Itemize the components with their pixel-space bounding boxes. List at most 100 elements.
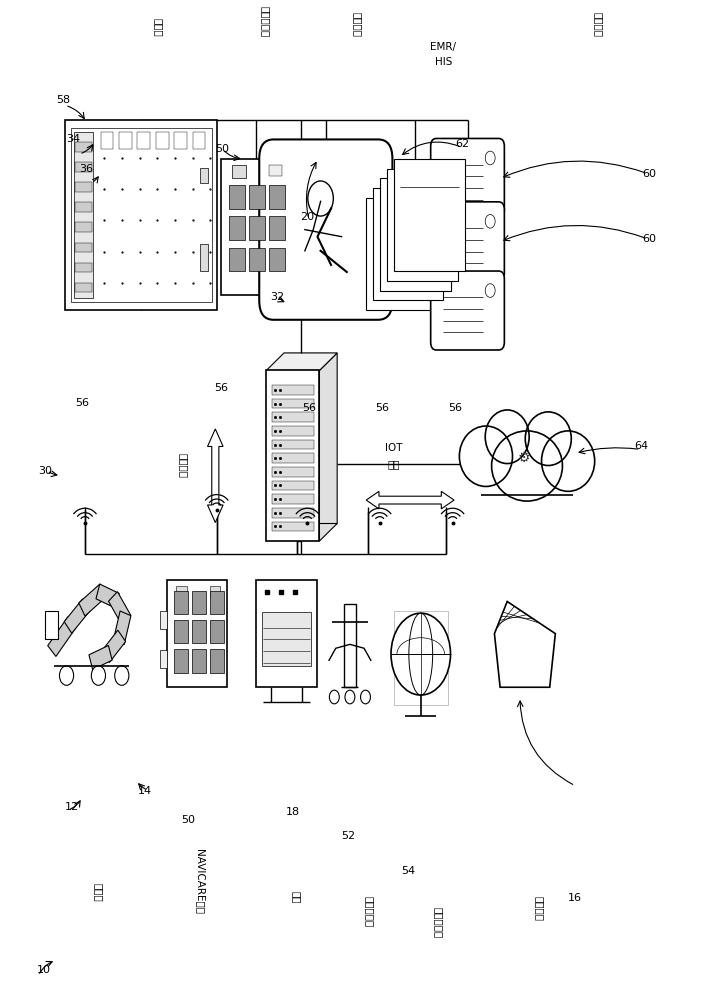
Polygon shape [366,491,454,509]
Bar [200,244,208,271]
Bar [380,178,451,291]
Bar [272,385,313,395]
Text: 62: 62 [455,139,469,149]
Bar [75,142,92,152]
Text: 监测: 监测 [292,891,302,904]
Bar [272,494,313,504]
Bar [269,248,285,271]
Text: 分析引擎: 分析引擎 [352,12,362,37]
Bar [75,162,92,172]
Text: 60: 60 [642,169,656,179]
Bar [210,586,220,598]
Bar [109,592,131,625]
Text: 失禁数据: 失禁数据 [535,896,545,921]
Bar [272,467,313,477]
Bar [137,132,150,149]
Text: 双向数据: 双向数据 [178,453,188,478]
Ellipse shape [492,431,563,501]
Bar [200,168,208,183]
Bar [249,185,265,209]
Text: 30: 30 [39,466,52,476]
Bar [192,591,206,614]
Bar [229,185,245,209]
Bar [160,611,167,629]
Text: 10: 10 [37,965,51,975]
Text: 60: 60 [642,234,656,244]
FancyBboxPatch shape [431,202,504,281]
Bar [272,481,313,490]
Bar [394,611,448,705]
Bar [75,283,92,292]
Bar [114,611,131,645]
Text: 14: 14 [137,786,151,796]
Text: 64: 64 [635,441,649,451]
Bar [75,202,92,212]
Text: 50: 50 [181,815,196,825]
Bar [249,248,265,271]
Bar [272,412,313,422]
Text: 56: 56 [214,383,228,393]
Text: 室内显示器: 室内显示器 [260,6,270,37]
Bar [269,216,285,240]
Ellipse shape [459,426,513,486]
Text: 56: 56 [302,403,316,413]
Text: 32: 32 [271,292,285,302]
Bar [96,584,119,608]
Text: 床数据: 床数据 [94,883,104,902]
Circle shape [329,690,339,704]
Text: 58: 58 [56,95,70,105]
Circle shape [115,666,129,685]
Bar [160,650,167,668]
Bar [101,630,126,662]
Text: 18: 18 [286,807,301,817]
Text: NAVICARE数据: NAVICARE数据 [195,849,205,914]
Bar [221,159,291,295]
Circle shape [361,690,371,704]
Text: 状态板: 状态板 [154,18,164,37]
Bar [174,591,188,614]
Circle shape [391,613,451,695]
Text: 36: 36 [79,164,94,174]
Bar [344,604,356,687]
Bar [272,453,313,463]
Ellipse shape [486,410,529,464]
Ellipse shape [541,431,595,491]
Polygon shape [319,353,337,541]
Bar [75,222,92,232]
Bar [174,132,187,149]
Circle shape [486,215,495,228]
Bar [167,580,227,687]
Bar [210,649,223,673]
Bar [192,649,206,673]
Polygon shape [208,429,223,523]
Circle shape [486,284,495,297]
Circle shape [59,666,74,685]
Bar [269,185,285,209]
Circle shape [486,151,495,165]
Ellipse shape [526,412,571,465]
Bar [387,169,458,281]
Polygon shape [494,601,555,687]
Polygon shape [266,353,337,370]
Bar [256,580,316,687]
FancyBboxPatch shape [431,138,504,217]
Text: HIS: HIS [435,57,452,67]
Bar [156,132,169,149]
Text: 50: 50 [216,144,229,154]
FancyBboxPatch shape [431,271,504,350]
Bar [79,584,106,616]
Text: 网关: 网关 [388,459,400,469]
Bar [71,128,212,302]
Text: 52: 52 [341,831,356,841]
Text: 移动设备: 移动设备 [593,12,603,37]
Bar [174,620,188,643]
Bar [192,620,206,643]
Text: IOT: IOT [385,443,403,453]
Text: 16: 16 [568,893,582,903]
Text: 56: 56 [448,403,462,413]
Bar [272,399,313,408]
Bar [394,159,465,271]
Circle shape [345,690,355,704]
Bar [229,248,245,271]
Bar [89,645,112,670]
